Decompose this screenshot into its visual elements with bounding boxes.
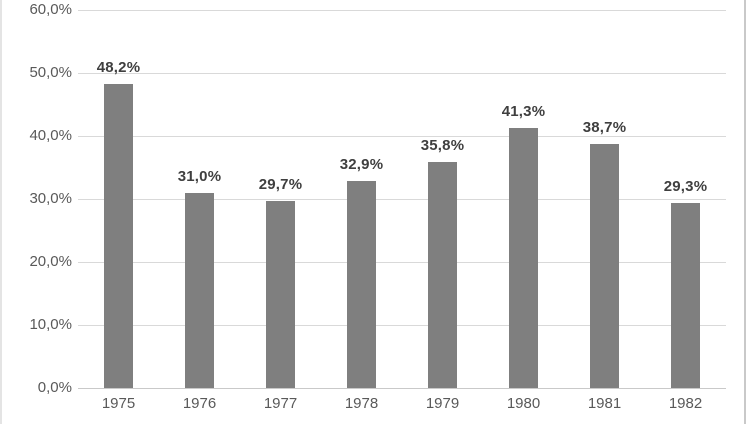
data-label-1975: 48,2% <box>96 59 141 77</box>
x-tick-label-1982: 1982 <box>668 395 703 412</box>
x-tick-label-1978: 1978 <box>344 395 379 412</box>
gridline-0 <box>78 388 726 389</box>
x-tick-label-1979: 1979 <box>425 395 460 412</box>
x-tick-label-1977: 1977 <box>263 395 298 412</box>
gridline-40 <box>78 136 726 137</box>
y-tick-label-30: 30,0% <box>29 190 72 207</box>
data-label-1981: 38,7% <box>582 119 627 137</box>
data-label-1977: 29,7% <box>258 175 303 193</box>
gridline-30 <box>78 199 726 200</box>
data-label-1978: 32,9% <box>339 155 384 173</box>
data-label-1979: 35,8% <box>420 137 465 155</box>
bar-1982 <box>671 203 700 388</box>
chart-left-border <box>0 0 2 424</box>
y-tick-label-0: 0,0% <box>37 379 72 396</box>
y-tick-label-20: 20,0% <box>29 253 72 270</box>
bar-1979 <box>428 162 457 388</box>
y-tick-label-40: 40,0% <box>29 127 72 144</box>
y-tick-label-10: 10,0% <box>29 316 72 333</box>
bar-1977 <box>266 200 295 388</box>
x-tick-label-1976: 1976 <box>182 395 217 412</box>
x-tick-label-1980: 1980 <box>506 395 541 412</box>
gridline-60 <box>78 10 726 11</box>
gridline-10 <box>78 325 726 326</box>
bar-1975 <box>104 84 133 388</box>
gridline-20 <box>78 262 726 263</box>
data-label-1982: 29,3% <box>663 178 708 196</box>
chart-right-border <box>744 0 746 424</box>
data-label-1976: 31,0% <box>177 167 222 185</box>
y-tick-label-60: 60,0% <box>29 1 72 18</box>
x-tick-label-1975: 1975 <box>101 395 136 412</box>
bar-1980 <box>509 127 538 388</box>
data-label-1980: 41,3% <box>501 102 546 120</box>
bar-1978 <box>347 180 376 388</box>
bar-1981 <box>590 144 619 388</box>
gridline-50 <box>78 73 726 74</box>
bar-1976 <box>185 192 214 388</box>
y-tick-label-50: 50,0% <box>29 64 72 81</box>
x-tick-label-1981: 1981 <box>587 395 622 412</box>
